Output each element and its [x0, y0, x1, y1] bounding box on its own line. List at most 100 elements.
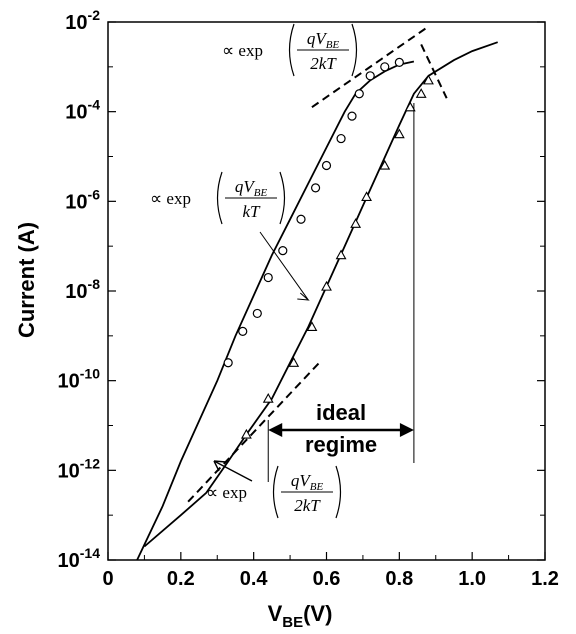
annotation-middle-left-paren	[216, 171, 223, 225]
annotation-top-left-paren	[288, 23, 295, 77]
annotation-bottom-denominator: 2kT	[294, 496, 321, 515]
circle-data-point	[321, 160, 332, 171]
y-tick-label: 10-4	[65, 97, 100, 124]
x-axis-title-sub: BE	[282, 614, 303, 631]
annotation-top-prefix: ∝ exp	[222, 41, 263, 60]
annotation-middle-prefix: ∝ exp	[150, 189, 191, 208]
annotation-top-numerator: qVBE	[307, 29, 340, 51]
triangle-data-point	[335, 249, 347, 260]
x-tick-label: 0.6	[313, 568, 341, 590]
x-tick-label: 0.8	[385, 568, 413, 590]
fit-lines	[187, 25, 448, 503]
annotation-bottom-right-paren	[335, 465, 342, 519]
y-tick-exponent: -4	[88, 97, 101, 113]
circle-data-point	[365, 71, 375, 81]
x-axis-ticks: 0 0.2 0.4 0.6 0.8 1.0 1.2	[102, 552, 559, 590]
annotation-bottom-num-main: qV	[291, 471, 313, 490]
x-axis-title: VBE(V)	[268, 601, 333, 631]
circle-data-point	[278, 246, 288, 256]
y-tick-exponent: -6	[88, 186, 101, 202]
y-tick-exponent: -2	[88, 7, 101, 23]
y-tick-label: 10-10	[58, 366, 101, 393]
annotation-middle-num-sub: BE	[254, 187, 268, 199]
triangle-data-point	[321, 280, 332, 291]
x-tick-label: 0.2	[167, 568, 195, 590]
series-2-curve	[143, 41, 498, 548]
triangle-data-point	[415, 88, 427, 98]
annotation-middle-pointer	[259, 231, 309, 301]
triangle-data-point	[262, 392, 274, 403]
annotation-bottom-arrowhead	[213, 460, 227, 472]
y-tick-base: 10	[58, 371, 80, 393]
ideal-regime-arrowhead-right	[399, 423, 414, 437]
annotation-top-num-sub: BE	[326, 39, 340, 51]
annotation-middle-num-main: qV	[235, 177, 257, 196]
y-tick-exponent: -10	[80, 366, 100, 382]
triangle-data-point	[393, 128, 405, 139]
circle-data-point	[238, 326, 248, 336]
annotation-middle-denominator: kT	[243, 202, 262, 221]
annotation-middle-right-paren	[279, 171, 286, 225]
circle-data-point	[296, 214, 306, 224]
annotation-bottom-prefix: ∝ exp	[206, 483, 247, 502]
circle-data-point	[394, 57, 404, 67]
y-tick-exponent: -12	[80, 455, 100, 471]
annotation-middle: ∝ exp qVBE kT	[150, 171, 286, 225]
annotation-bottom: ∝ exp qVBE 2kT	[206, 465, 342, 519]
circle-data-point	[310, 183, 321, 193]
y-tick-exponent: -8	[88, 276, 101, 292]
x-tick-label: 0.4	[240, 568, 269, 590]
y-tick-base: 10	[65, 281, 87, 303]
y-tick-base: 10	[65, 191, 87, 213]
annotation-bottom-num-sub: BE	[310, 481, 324, 493]
x-tick-label: 1.2	[531, 568, 559, 590]
annotation-bottom-left-paren	[272, 465, 279, 519]
y-tick-label: 10-6	[65, 186, 100, 213]
triangle-data-point	[350, 218, 362, 228]
triangle-data-point	[423, 74, 434, 85]
circle-data-point	[263, 272, 273, 283]
series-1-curve	[136, 60, 415, 561]
annotation-middle-numerator: qVBE	[235, 177, 268, 199]
ideal-regime-label-line1: ideal	[316, 400, 366, 425]
y-tick-base: 10	[58, 460, 80, 482]
x-tick-label: 0	[102, 568, 113, 590]
annotation-bottom-pointer	[213, 460, 253, 482]
triangle-data-point	[306, 321, 318, 332]
y-tick-label: 10-2	[65, 7, 100, 34]
x-axis-title-unit: (V)	[303, 601, 332, 626]
fit-line-2	[187, 362, 320, 503]
y-tick-label: 10-14	[58, 545, 101, 572]
triangle-data-point	[404, 101, 416, 112]
y-tick-base: 10	[65, 102, 87, 124]
annotation-middle-arrowhead	[297, 292, 310, 301]
triangle-data-point	[361, 191, 372, 201]
annotation-top-denominator: 2kT	[310, 54, 337, 73]
circle-data-point	[223, 358, 233, 368]
y-axis-title: Current (A)	[14, 222, 39, 338]
y-tick-label: 10-8	[65, 276, 100, 303]
x-tick-label: 1.0	[458, 568, 486, 590]
circle-data-point	[380, 62, 390, 72]
triangle-data-point	[379, 159, 391, 170]
triangle-data-point	[240, 428, 252, 439]
circle-data-point	[354, 89, 364, 99]
ideal-regime-arrowhead-left	[268, 423, 283, 437]
triangle-data-point	[288, 357, 300, 367]
annotation-top-num-main: qV	[307, 29, 329, 48]
fit-line-1	[311, 25, 430, 109]
x-axis-title-main: V	[268, 601, 283, 626]
circle-data-point	[347, 111, 357, 121]
ideal-regime-label-line2: regime	[305, 432, 377, 457]
annotation-bottom-numerator: qVBE	[291, 471, 324, 493]
circle-data-point	[336, 133, 346, 144]
annotation-top-right-paren	[351, 23, 358, 77]
fit-line-3	[420, 43, 448, 99]
annotation-top: ∝ exp qVBE 2kT	[222, 23, 358, 77]
y-tick-label: 10-12	[58, 455, 101, 482]
y-tick-base: 10	[58, 550, 80, 572]
y-tick-base: 10	[65, 12, 87, 34]
